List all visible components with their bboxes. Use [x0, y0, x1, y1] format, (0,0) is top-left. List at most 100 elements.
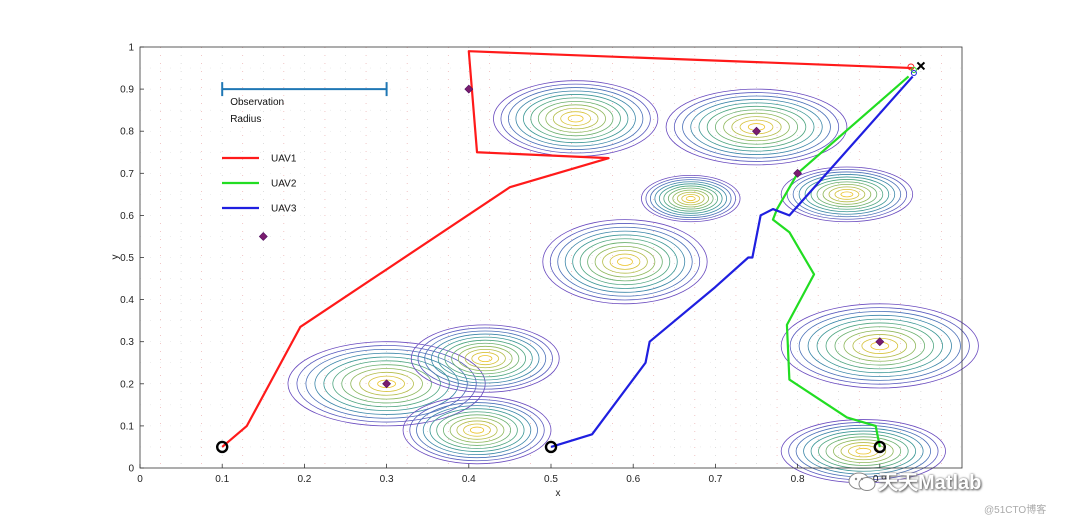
- contour-ring: [810, 430, 917, 472]
- contour-ring: [672, 189, 710, 208]
- x-tick-label: 0.1: [215, 474, 229, 485]
- contour-ring: [564, 230, 686, 293]
- contour-ring: [667, 187, 714, 210]
- watermark-subtext: @51CTO博客: [984, 505, 1047, 516]
- contour-ring: [368, 375, 405, 392]
- contour-ring: [500, 83, 651, 154]
- contour-ring: [798, 174, 896, 215]
- contour-ring: [681, 193, 701, 204]
- y-tick-label: 0.9: [120, 85, 134, 96]
- contour-ring: [834, 188, 860, 200]
- watermark-text: 天天Matlab: [878, 472, 982, 494]
- contour-ring: [676, 191, 705, 206]
- contour-ring: [602, 249, 648, 274]
- contour-ring: [332, 360, 441, 408]
- start-marker: [544, 440, 558, 454]
- contour-ring: [682, 95, 831, 159]
- contour-ring: [723, 112, 790, 142]
- contour-ring: [449, 417, 505, 443]
- markers: [215, 61, 926, 454]
- contour-ring: [792, 171, 902, 218]
- contour-ring: [296, 345, 477, 423]
- y-tick-label: 0: [128, 464, 134, 475]
- x-tick-label: 0.6: [626, 474, 640, 485]
- contour-ring: [463, 423, 491, 437]
- y-tick-label: 1: [128, 43, 134, 54]
- contour-ring: [825, 436, 902, 466]
- contour-ring: [359, 371, 414, 396]
- contour-ring: [816, 318, 943, 374]
- contour-ring: [469, 426, 485, 434]
- contour-ring: [457, 345, 513, 372]
- goal-marker: [916, 61, 926, 71]
- target-marker: [752, 126, 761, 136]
- contour-ring: [840, 191, 854, 198]
- contour-ring: [522, 94, 629, 144]
- x-tick-label: 0.5: [544, 474, 558, 485]
- contour-ring: [852, 334, 908, 358]
- contour-ring: [609, 253, 641, 270]
- x-tick-label: 0.7: [708, 474, 722, 485]
- contour-ring: [825, 322, 935, 370]
- legend-label-uav3: UAV3: [271, 204, 297, 215]
- y-tick-label: 0.1: [120, 421, 134, 432]
- contour-ring: [537, 100, 614, 137]
- uav-paths: [221, 50, 914, 449]
- contour-ring: [840, 442, 887, 461]
- contour-ring: [471, 352, 500, 366]
- target-marker: [464, 84, 474, 94]
- wechat-icon: [848, 472, 876, 491]
- contour-ring: [843, 330, 917, 362]
- contour-ring: [786, 169, 908, 220]
- axis-ticks: 0 0.1 0.2 0.3 0.4 0.5 0.6 0.7 0.8 0.9 0 0.1 0.2 0.3 0.…: [120, 43, 887, 486]
- contour-lines: [287, 80, 979, 484]
- series-uav1-path: [221, 50, 913, 448]
- contour-ring: [530, 97, 621, 140]
- contour-ring: [287, 341, 486, 427]
- contour-ring: [464, 348, 506, 369]
- contour-ring: [402, 396, 552, 465]
- contour-ring: [557, 226, 693, 297]
- x-tick-label: 0.3: [380, 474, 394, 485]
- contour-ring: [654, 181, 728, 216]
- legend-observation-label: Observation: [230, 97, 284, 108]
- y-tick-label: 0.6: [120, 211, 134, 222]
- contour-ring: [409, 399, 545, 462]
- x-tick-label: 0.8: [791, 474, 805, 485]
- contour-ring: [451, 342, 520, 375]
- legend-label-uav1: UAV1: [271, 154, 297, 165]
- contour-ring: [807, 314, 952, 377]
- contour-ring: [673, 92, 840, 162]
- contour-ring: [572, 234, 678, 289]
- contour-ring: [437, 336, 533, 381]
- contour-ring: [549, 223, 701, 301]
- contour-ring: [341, 364, 432, 404]
- contour-ring: [698, 102, 815, 152]
- contour-ring: [567, 114, 584, 123]
- target-marker: [875, 337, 885, 347]
- x-tick-label: 0: [137, 474, 143, 485]
- uav3-end-marker: [910, 69, 917, 76]
- contour-ring: [645, 177, 736, 221]
- contour-ring: [410, 324, 560, 393]
- x-tick-label: 0.4: [462, 474, 476, 485]
- contour-ring: [798, 311, 961, 381]
- contour-ring: [658, 183, 723, 214]
- contour-ring: [685, 196, 696, 202]
- contour-ring: [350, 368, 423, 400]
- contour-ring: [323, 356, 450, 411]
- target-marker: [382, 379, 392, 389]
- contour-ring: [542, 219, 708, 305]
- contour-ring: [641, 175, 741, 223]
- y-tick-label: 0.5: [120, 253, 134, 264]
- contour-ring: [545, 104, 606, 133]
- contour-ring: [579, 238, 671, 286]
- contour-ring: [508, 87, 644, 150]
- y-axis-label: y: [110, 255, 121, 260]
- contour-ring: [594, 246, 656, 278]
- x-tick-label: 0.9: [873, 474, 887, 485]
- contour-ring: [834, 326, 926, 366]
- contour-ring: [456, 420, 498, 440]
- contour-ring: [663, 185, 719, 212]
